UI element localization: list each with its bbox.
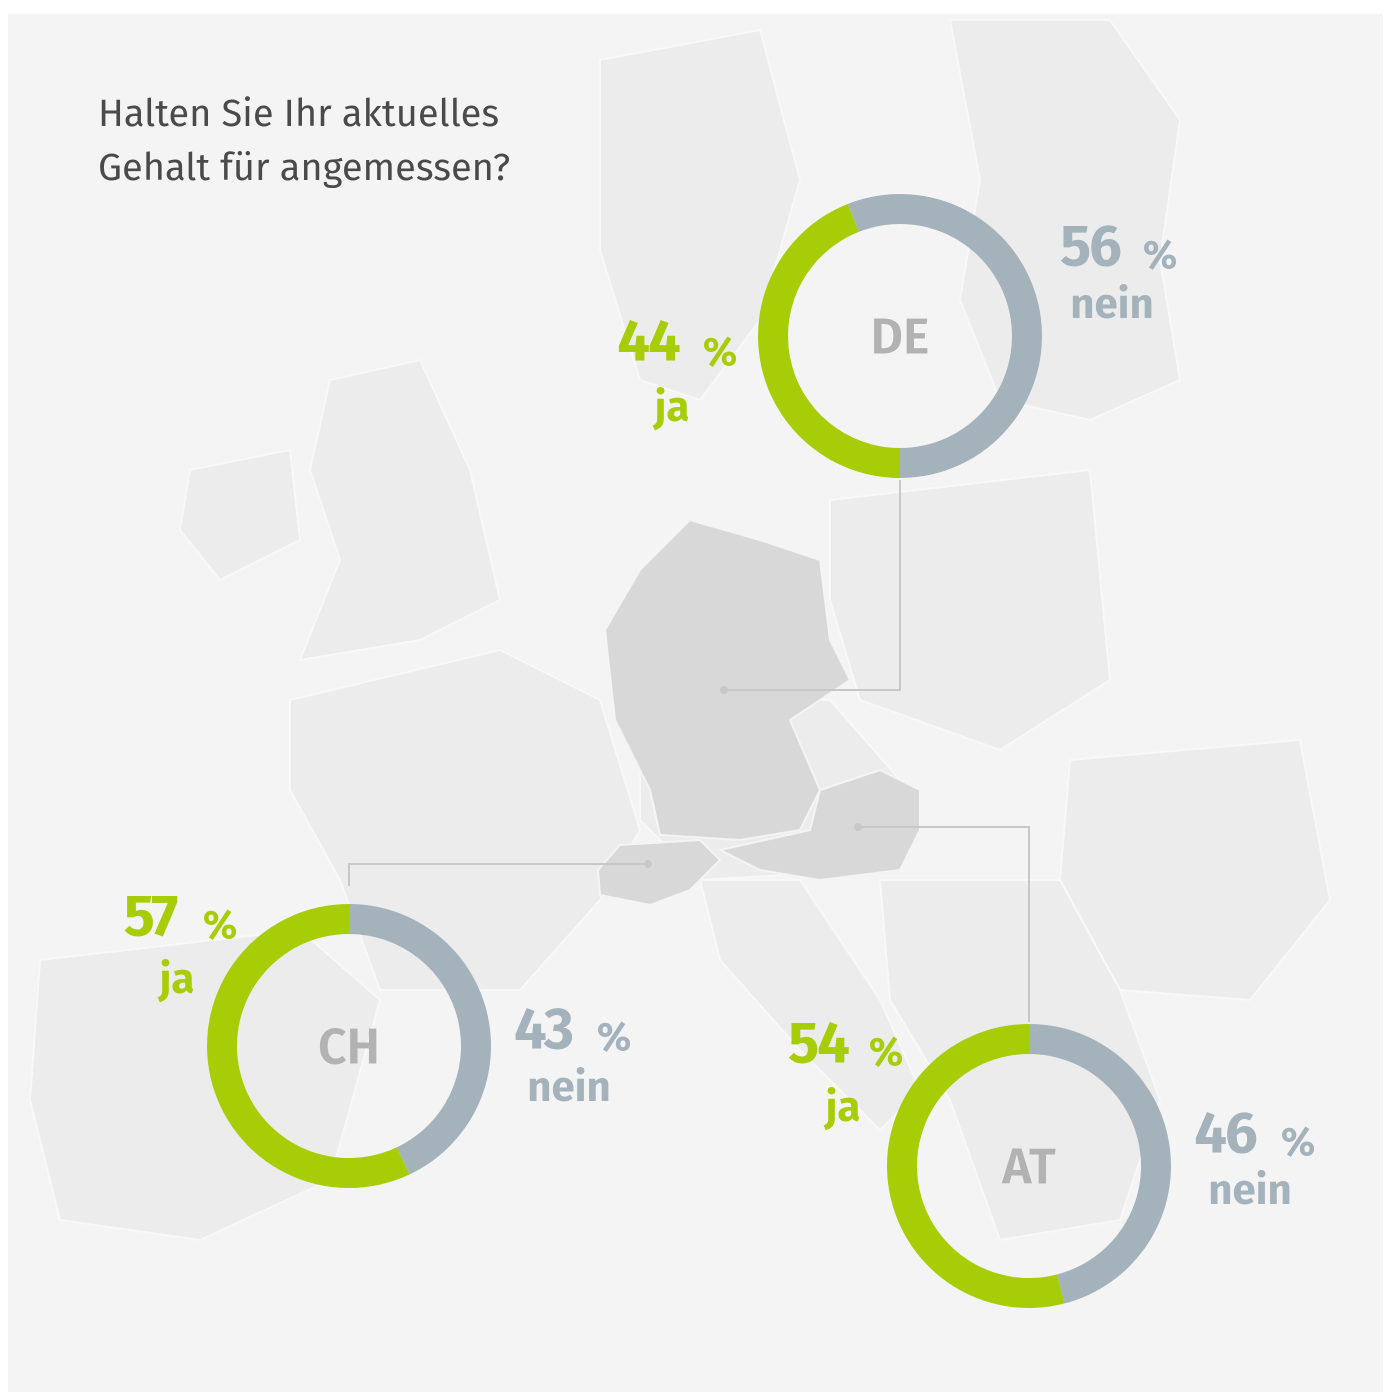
- value-suffix: %: [597, 1014, 631, 1062]
- category-label: nein: [1070, 280, 1154, 330]
- value-suffix: %: [1281, 1119, 1315, 1167]
- connector-dots: [644, 686, 862, 868]
- switzerland: [596, 838, 722, 907]
- donut-segment: [207, 904, 410, 1188]
- category-label: nein: [527, 1063, 611, 1113]
- connector-line: [724, 480, 901, 691]
- title-line: Halten Sie Ihr aktuelles: [98, 91, 499, 137]
- value-label: 44: [617, 307, 680, 376]
- value-label: 46: [1194, 1099, 1257, 1168]
- value-label: 56: [1060, 212, 1121, 281]
- donut-segment: [758, 203, 900, 478]
- value-suffix: %: [869, 1029, 903, 1077]
- highlighted-countries: [596, 518, 921, 907]
- donut-segment: [886, 1024, 1065, 1308]
- connector-line: [348, 863, 648, 886]
- austria: [717, 768, 921, 882]
- value-suffix: %: [203, 902, 237, 950]
- value-label: 54: [788, 1009, 849, 1078]
- title-line: Gehalt für angemessen?: [98, 145, 510, 191]
- connector-dot: [854, 823, 862, 831]
- center-label: DE: [871, 307, 930, 367]
- center-label: AT: [1001, 1137, 1056, 1197]
- value-suffix: %: [1143, 232, 1177, 280]
- connectors: [348, 480, 1030, 1022]
- category-label: nein: [1208, 1166, 1292, 1216]
- category-label: ja: [824, 1083, 861, 1133]
- value-label: 57: [124, 882, 178, 951]
- donut-segment: [1029, 1024, 1171, 1304]
- donut-segment: [847, 194, 1042, 478]
- center-label: CH: [318, 1017, 380, 1077]
- donut-segment: [349, 903, 492, 1175]
- category-label: ja: [653, 383, 690, 433]
- value-suffix: %: [703, 329, 737, 377]
- connector-dot: [720, 686, 728, 694]
- connector-dot: [644, 860, 652, 868]
- germany: [603, 518, 852, 842]
- category-label: ja: [158, 955, 195, 1005]
- value-label: 43: [514, 995, 573, 1064]
- connector-line: [858, 826, 1030, 1022]
